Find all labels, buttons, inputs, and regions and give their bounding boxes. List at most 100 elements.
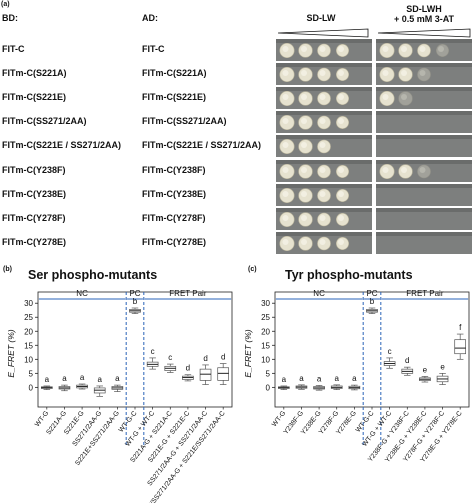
yeast-spot-highlight [382, 166, 389, 173]
group-label: PC [366, 289, 377, 298]
y-tick-label: 10 [261, 355, 270, 364]
box [454, 339, 466, 355]
row-ad-label: FITm-C(S221A) [142, 68, 207, 79]
yeast-spot-highlight [419, 166, 426, 173]
yeast-spot-highlight [401, 46, 407, 52]
group-label: FRET Pair [169, 289, 207, 298]
yeast-spot-highlight [282, 238, 289, 245]
plate-shadow [376, 63, 472, 68]
plate-shadow [276, 159, 372, 164]
row-bd-label: FITm-C(Y238E) [2, 188, 67, 199]
plate-shadow [276, 87, 372, 92]
y-tick-label: 30 [261, 299, 270, 308]
ad-header: AD: [142, 13, 158, 23]
chart-tyr-phospho: 0 5 10 15 20 25 30 E_FRET (%) NC PC FRET Pair a WT-G… [243, 289, 470, 464]
y-axis-label: E_FRET (%) [243, 329, 253, 377]
yeast-spot-highlight [401, 70, 407, 77]
yeast-spot-highlight [282, 166, 289, 173]
plate-strip-lw [276, 159, 372, 182]
significance-letter: a [62, 374, 67, 383]
plate-strip-lwh [376, 135, 472, 158]
yeast-spot [417, 67, 431, 82]
yeast-spot-highlight [419, 70, 426, 77]
y-tick-label: 20 [24, 327, 33, 336]
significance-letter: a [115, 374, 120, 383]
row-ad-label: FITm-C(S221E) [142, 92, 207, 103]
yeast-spot-highlight [338, 46, 344, 52]
plate-strip-lw [276, 39, 372, 61]
row-ad-label: FITm-C(S221E / SS271/2AA) [142, 140, 262, 151]
assay-lw-title: SD-LW [306, 13, 336, 23]
significance-letter: c [388, 347, 392, 356]
plate-shadow [376, 183, 472, 188]
yeast-spot-highlight [301, 166, 307, 173]
plate-shadow [376, 135, 472, 140]
significance-letter: d [221, 353, 225, 362]
plate-strip-lwh [376, 87, 472, 110]
yeast-spot-highlight [338, 214, 344, 221]
assay-lwh-title-line1: SD-LWH [406, 4, 442, 14]
plate-strip-lw [276, 63, 372, 86]
plate-strip-lwh [376, 159, 472, 182]
significance-letter: a [80, 373, 85, 382]
row-bd-label: FITm-C(S221E / SS271/2AA) [2, 140, 122, 151]
plate-shadow [376, 87, 472, 92]
plate-shadow [376, 39, 472, 43]
plate-strip-lwh [376, 63, 472, 86]
yeast-spot-highlight [282, 142, 289, 149]
significance-letter: f [459, 323, 462, 332]
plate-background [376, 111, 472, 134]
group-label: NC [313, 289, 325, 298]
plate-background [376, 159, 472, 182]
panel-b-label: (b) [3, 266, 12, 273]
plate-shadow [376, 159, 472, 164]
plate-strip-lw [276, 135, 372, 158]
y-tick-label: 20 [261, 327, 270, 336]
assay-lwh-title-line2: + 0.5 mM 3-AT [393, 14, 455, 24]
yeast-spot-highlight [301, 46, 307, 52]
yeast-spot-highlight [382, 70, 389, 77]
y-tick-label: 25 [261, 313, 270, 322]
yeast-spot-highlight [301, 190, 307, 197]
plate-strip-lw [276, 87, 372, 110]
yeast-spot-highlight [338, 238, 344, 245]
yeast-spot [436, 44, 449, 57]
plate-shadow [276, 135, 372, 140]
row-ad-label: FITm-C(Y238F) [142, 164, 206, 175]
row-ad-label: FITm-C(Y278E) [142, 236, 207, 247]
x-tick-label: WT-G [34, 410, 50, 428]
panel-c-title: Tyr phospho-mutants [285, 268, 413, 282]
significance-letter: b [370, 297, 375, 306]
dilution-wedge-lwh [377, 28, 471, 38]
yeast-spot-highlight [338, 94, 344, 101]
significance-letter: a [317, 374, 322, 383]
plate-shadow [376, 111, 472, 116]
group-label: PC [129, 289, 140, 298]
row-ad-label: FIT-C [142, 44, 165, 54]
row-bd-label: FITm-C(S221E) [2, 92, 67, 103]
yeast-spot-highlight [438, 46, 444, 52]
y-tick-label: 5 [266, 369, 271, 378]
plate-shadow [276, 39, 372, 43]
box [217, 367, 229, 381]
yeast-spot-highlight [382, 46, 389, 52]
row-ad-label: FITm-C(Y278F) [142, 212, 206, 223]
significance-letter: b [133, 297, 138, 306]
row-ad-label: FITm-C(Y238E) [142, 188, 207, 199]
y-tick-label: 25 [24, 313, 33, 322]
bd-header: BD: [2, 13, 18, 23]
plate-background [376, 183, 472, 206]
x-tick-label: WT-G [271, 410, 287, 428]
plate-strip-lwh [376, 183, 472, 206]
yeast-spot-highlight [419, 46, 426, 52]
plate-shadow [276, 231, 372, 236]
panel-a-label: (a) [1, 1, 10, 8]
significance-letter: e [440, 362, 445, 371]
y-tick-label: 0 [266, 383, 271, 392]
yeast-spot-highlight [282, 46, 289, 52]
row-bd-label: FITm-C(SS271/2AA) [2, 116, 87, 127]
yeast-spot-highlight [401, 94, 407, 101]
plate-strip-lw [276, 111, 372, 134]
plate-background [376, 63, 472, 86]
